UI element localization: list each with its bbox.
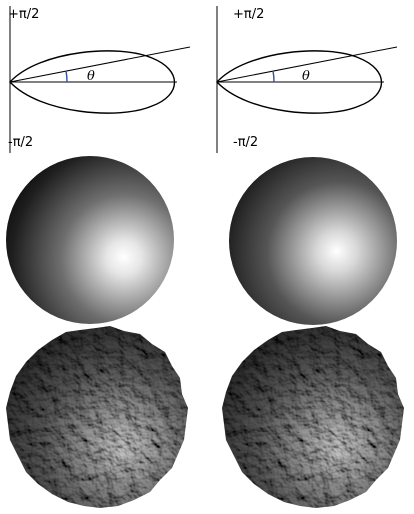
polar-plot-left (9, 6, 191, 153)
lobe-curve (9, 50, 176, 114)
bumpy-sphere-right (222, 326, 404, 508)
angle-label: θ (87, 69, 95, 84)
direction-line (216, 46, 398, 83)
direction-line (9, 46, 191, 83)
bottom-label: -π/2 (8, 135, 34, 150)
top-label: +π/2 (8, 7, 40, 22)
bumpy-sphere-left (6, 326, 188, 508)
smooth-sphere-right (229, 157, 397, 325)
angle-arc (272, 70, 275, 83)
angle-arc (65, 70, 68, 83)
polar-diagram-left: +π/2 θ -π/2 (0, 0, 200, 160)
bottom-label: -π/2 (233, 135, 259, 150)
angle-label: θ (302, 69, 310, 84)
polar-plot-right (216, 6, 398, 153)
polar-diagram-right: +π/2 θ -π/2 (208, 0, 414, 160)
top-label: +π/2 (233, 7, 265, 22)
smooth-sphere-left (6, 156, 174, 324)
lobe-curve (216, 50, 383, 114)
